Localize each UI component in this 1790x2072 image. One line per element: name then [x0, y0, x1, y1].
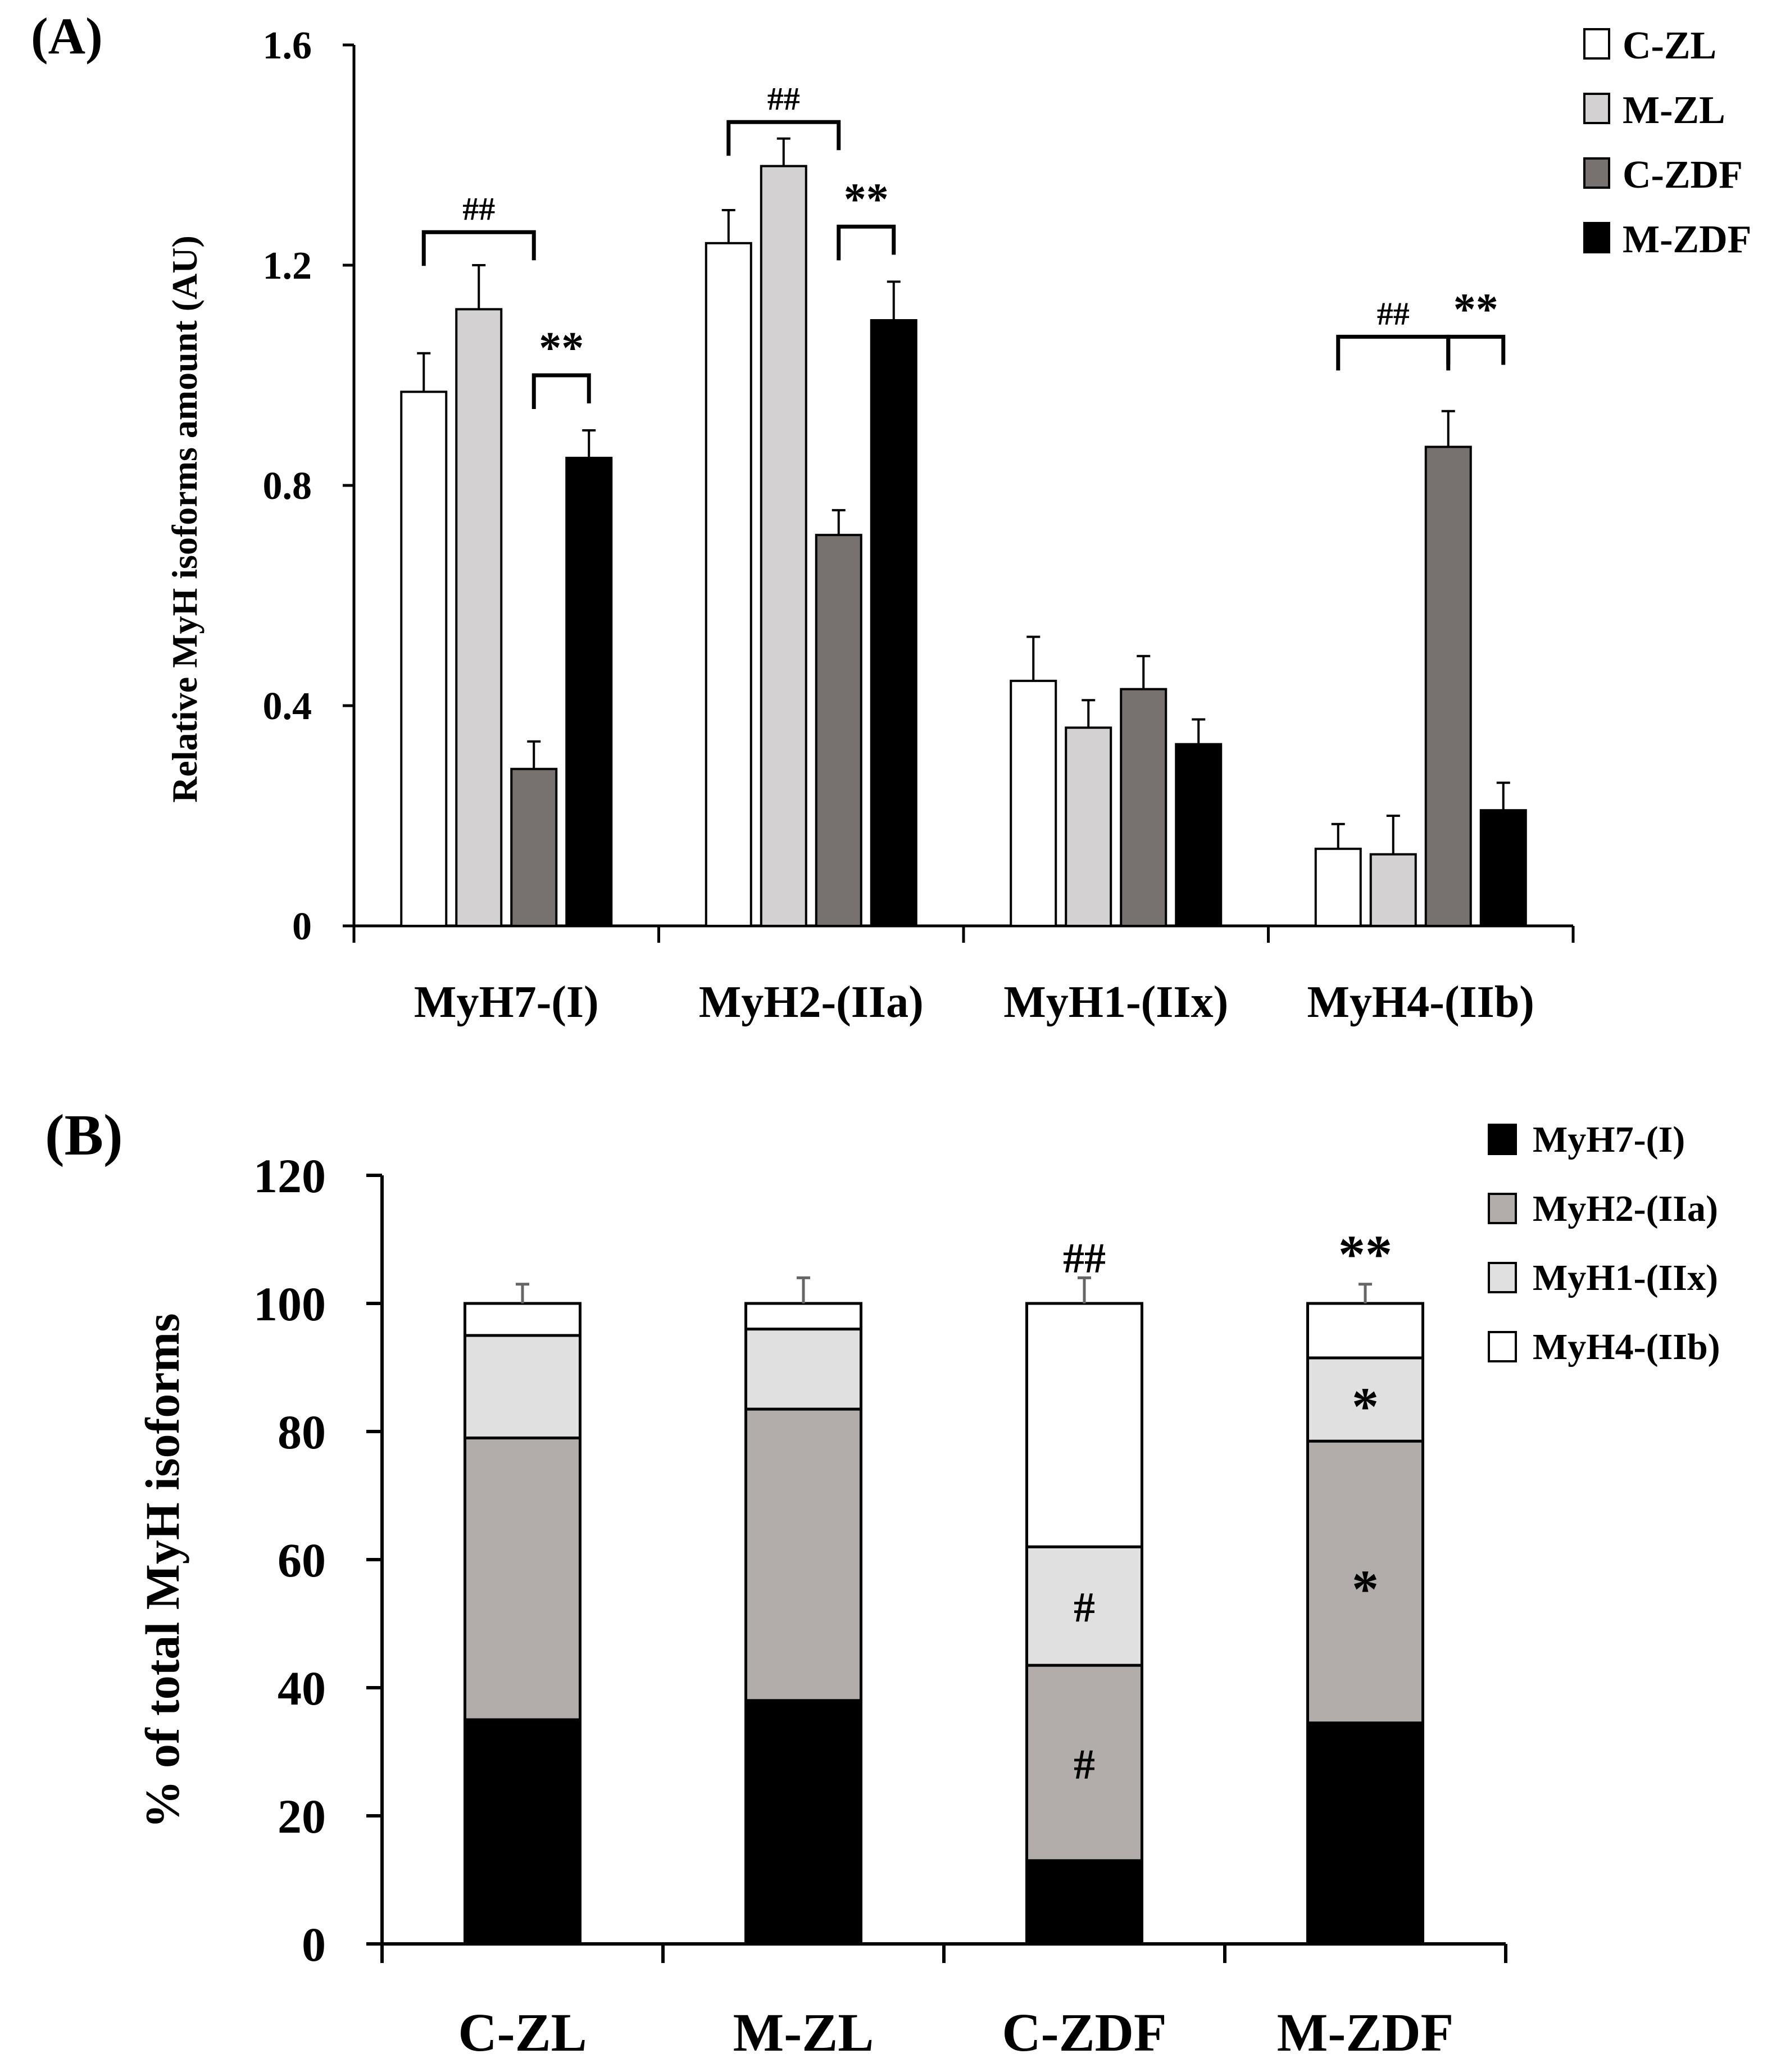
- panel-b-y-tick-label: 120: [253, 1149, 326, 1203]
- panel-a-bar-m-zdf: [1479, 809, 1527, 927]
- panel-b-segment-myh4-iib: [744, 1302, 862, 1331]
- panel-b-segment-myh4-iib: [1306, 1302, 1424, 1360]
- panel-a-bar-c-zl: [400, 390, 448, 927]
- panel-a-legend-swatch: [1583, 222, 1610, 253]
- panel-b-category-label: C-ZL: [458, 2002, 587, 2062]
- panel-a-significance-label: **: [1453, 285, 1498, 334]
- panel-a-legend-label: M-ZDF: [1623, 218, 1751, 261]
- panel-a-significance-label: **: [844, 175, 889, 224]
- panel-a-bar-m-zl: [1369, 853, 1417, 927]
- panel-b-segment-myh7-i: [464, 1718, 581, 1946]
- panel-a-category-label: MyH7-(I): [414, 978, 599, 1027]
- panel-a-y-tick-label: 1.2: [263, 244, 312, 288]
- panel-a-legend-swatch: [1583, 28, 1610, 60]
- panel-a-legend-label: M-ZL: [1623, 89, 1725, 132]
- panel-b-legend-label: MyH7-(I): [1533, 1119, 1685, 1160]
- panel-b-legend-label: MyH2-(IIa): [1533, 1188, 1718, 1229]
- panel-a-category-label: MyH1-(IIx): [1003, 978, 1228, 1027]
- panel-b-significance-label: ##: [1063, 1235, 1106, 1282]
- panel-a-bar-m-zl: [455, 308, 503, 927]
- panel-b-segment-myh2-iia: [744, 1407, 862, 1702]
- panel-b-y-tick-label: 0: [302, 1917, 326, 1971]
- panel-b-segment-myh4-iib: [464, 1302, 581, 1337]
- panel-b-chart: (B) 0 20 40 60 80 100 120 % of total MyH isoform…: [45, 1103, 1720, 2062]
- panel-a-y-tick-label: 0: [292, 905, 312, 948]
- panel-b-category-label: C-ZDF: [1002, 2002, 1166, 2062]
- panel-a-y-axis-title: Relative MyH isoforms amount (AU): [165, 235, 205, 803]
- panel-b-legend-swatch: [1488, 1262, 1517, 1293]
- panel-a-significance-bracket: [531, 373, 591, 409]
- panel-a-significance-label: ##: [462, 190, 495, 227]
- panel-b-y-tick-label: 100: [253, 1277, 326, 1331]
- panel-b-legend-label: MyH4-(IIb): [1533, 1326, 1720, 1367]
- panel-b-segment-myh1-iix: [744, 1328, 862, 1411]
- panel-b-label: (B): [45, 1103, 123, 1167]
- panel-b-y-tick-label: 60: [278, 1533, 326, 1587]
- panel-a-bar-c-zdf: [510, 767, 558, 927]
- panel-b-significance-label: *: [1352, 1559, 1379, 1619]
- panel-a-bar-c-zdf: [1120, 688, 1167, 927]
- panel-b-significance-label: #: [1074, 1584, 1095, 1632]
- panel-b-legend-swatch: [1488, 1193, 1517, 1224]
- panel-b-legend-label: MyH1-(IIx): [1533, 1257, 1718, 1298]
- panel-a-bar-m-zdf: [565, 457, 613, 927]
- panel-b-y-axis-title: % of total MyH isoforms: [135, 1313, 189, 1828]
- panel-a-bar-c-zl: [1314, 847, 1362, 928]
- panel-a-chart: (A) 0 0.4 0.8 1.2 1.6 Relative MyH isoforms am…: [31, 7, 1751, 1027]
- panel-b-legend-swatch: [1488, 1124, 1517, 1155]
- panel-a-bar-m-zl: [1065, 726, 1112, 927]
- panel-b-segment-myh7-i: [744, 1699, 862, 1946]
- panel-a-legend-label: C-ZDF: [1623, 153, 1743, 197]
- panel-a-y-tick-label: 1.6: [263, 24, 312, 67]
- panel-b-significance-label: *: [1352, 1376, 1379, 1437]
- panel-a-bar-c-zdf: [1424, 446, 1472, 927]
- panel-a-category-label: MyH4-(IIb): [1307, 978, 1534, 1027]
- panel-a-label: (A): [31, 7, 103, 65]
- panel-b-significance-label: #: [1074, 1741, 1095, 1788]
- panel-b-y-tick-label: 20: [278, 1789, 326, 1843]
- panel-a-legend-swatch: [1583, 157, 1610, 189]
- panel-a-y-tick-label: 0.4: [263, 685, 312, 728]
- panel-b-y-tick-label: 80: [278, 1405, 326, 1459]
- panel-a-significance-bracket: [421, 230, 536, 266]
- panel-a-bar-c-zdf: [815, 534, 862, 927]
- panel-a-y-tick-label: 0.8: [263, 465, 312, 508]
- panel-b-segment-myh1-iix: [1025, 1545, 1143, 1667]
- panel-a-significance-bracket: [837, 224, 896, 261]
- panel-b-segment-myh7-i: [1306, 1721, 1424, 1946]
- panel-a-legend-label: C-ZL: [1623, 24, 1716, 67]
- panel-b-legend-swatch: [1488, 1331, 1517, 1362]
- panel-b-segment-myh1-iix: [1306, 1356, 1424, 1443]
- panel-b-segment-myh2-iia: [1025, 1664, 1143, 1862]
- panel-a-bar-c-zl: [705, 242, 752, 927]
- panel-b-segment-myh1-iix: [464, 1334, 581, 1439]
- panel-a-bar-m-zdf: [870, 319, 917, 927]
- panel-b-category-label: M-ZDF: [1277, 2002, 1454, 2062]
- panel-a-significance-label: **: [539, 324, 584, 373]
- panel-b-category-label: M-ZL: [733, 2002, 874, 2062]
- panel-a-significance-bracket: [726, 120, 841, 156]
- panel-b-segment-myh4-iib: [1025, 1302, 1143, 1548]
- panel-a-legend-swatch: [1583, 93, 1610, 124]
- panel-b-y-tick-label: 40: [278, 1661, 326, 1715]
- panel-a-bar-m-zl: [760, 165, 807, 928]
- panel-a-significance-label: ##: [1377, 295, 1410, 331]
- panel-b-segment-myh2-iia: [464, 1436, 581, 1721]
- panel-a-category-label: MyH2-(IIa): [699, 978, 924, 1027]
- panel-b-significance-label: **: [1338, 1224, 1392, 1284]
- panel-a-significance-label: ##: [767, 80, 800, 117]
- panel-a-bar-m-zdf: [1175, 743, 1223, 927]
- panel-b-segment-myh7-i: [1025, 1859, 1143, 1946]
- panel-a-significance-bracket: [1446, 334, 1506, 371]
- panel-a-bar-c-zl: [1010, 679, 1057, 928]
